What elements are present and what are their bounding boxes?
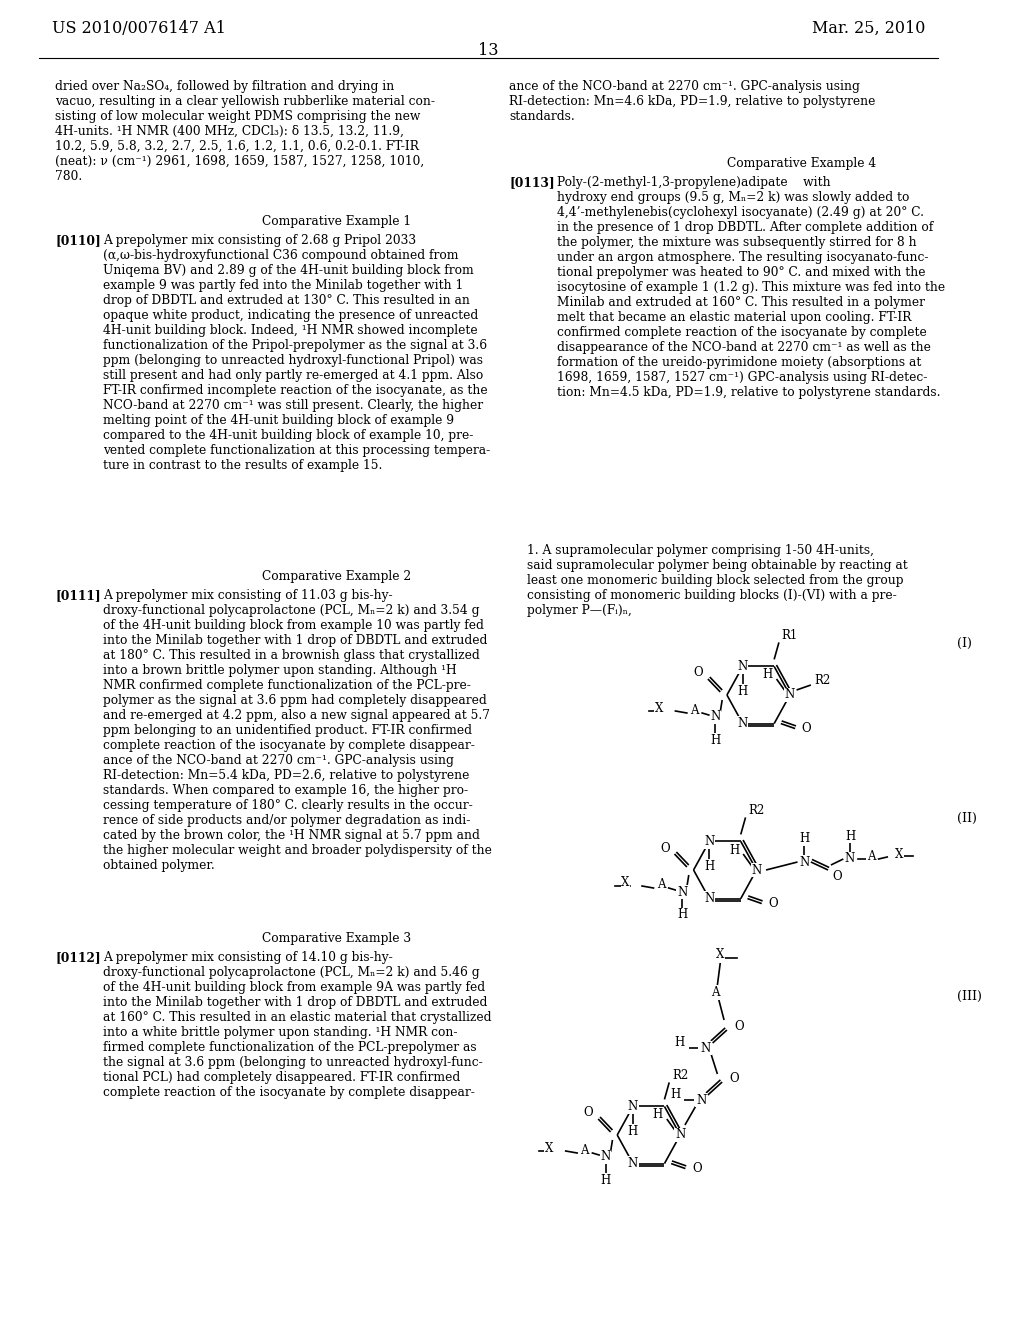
Text: H: H: [799, 833, 809, 846]
Text: X: X: [716, 949, 724, 961]
Text: O: O: [584, 1106, 593, 1119]
Text: A: A: [866, 850, 876, 862]
Text: O: O: [802, 722, 811, 735]
Text: N: N: [799, 855, 809, 869]
Text: N: N: [705, 892, 715, 906]
Text: N: N: [677, 886, 687, 899]
Text: X: X: [622, 876, 630, 890]
Text: (II): (II): [956, 812, 977, 825]
Text: A: A: [656, 879, 666, 891]
Text: 13: 13: [478, 42, 499, 59]
Text: A: A: [690, 704, 698, 717]
Text: A prepolymer mix consisting of 11.03 g bis-hy-
droxy-functional polycaprolactone: A prepolymer mix consisting of 11.03 g b…: [103, 589, 492, 873]
Text: O: O: [734, 1020, 744, 1034]
Text: 1. A supramolecular polymer comprising 1-50 4H-units,
said supramolecular polyme: 1. A supramolecular polymer comprising 1…: [526, 544, 907, 616]
Text: R1: R1: [781, 628, 798, 642]
Text: N: N: [628, 1158, 638, 1170]
Text: Comparative Example 3: Comparative Example 3: [262, 932, 412, 945]
Text: X: X: [545, 1142, 553, 1155]
Text: (I): (I): [956, 638, 972, 649]
Text: R2: R2: [672, 1069, 688, 1082]
Text: N: N: [737, 717, 748, 730]
Text: O: O: [833, 870, 843, 883]
Text: N: N: [784, 689, 795, 701]
Text: Comparative Example 4: Comparative Example 4: [727, 157, 877, 170]
Text: N: N: [845, 853, 855, 866]
Text: H: H: [677, 908, 687, 921]
Text: O: O: [730, 1072, 739, 1085]
Text: H: H: [845, 829, 855, 842]
Text: H: H: [711, 734, 721, 747]
Text: [0111]: [0111]: [55, 589, 101, 602]
Text: H: H: [601, 1173, 611, 1187]
Text: A: A: [712, 986, 720, 999]
Text: H: H: [675, 1036, 685, 1049]
Text: A: A: [581, 1143, 589, 1156]
Text: O: O: [693, 667, 703, 680]
Text: H: H: [763, 668, 773, 681]
Text: N: N: [675, 1129, 685, 1142]
Text: US 2010/0076147 A1: US 2010/0076147 A1: [52, 20, 226, 37]
Text: N: N: [705, 836, 715, 847]
Text: H: H: [737, 685, 748, 698]
Text: dried over Na₂SO₄, followed by filtration and drying in
vacuo, resulting in a cl: dried over Na₂SO₄, followed by filtratio…: [55, 81, 435, 183]
Text: R2: R2: [815, 675, 830, 688]
Text: H: H: [705, 859, 715, 873]
Text: R2: R2: [749, 804, 765, 817]
Text: (III): (III): [956, 990, 982, 1003]
Text: Comparative Example 1: Comparative Example 1: [262, 215, 412, 228]
Text: [0113]: [0113]: [509, 176, 555, 189]
Text: Mar. 25, 2010: Mar. 25, 2010: [812, 20, 926, 37]
Text: [0112]: [0112]: [55, 950, 101, 964]
Text: H: H: [729, 843, 739, 857]
Text: N: N: [696, 1093, 707, 1106]
Text: Poly-(2-methyl-1,3-propylene)adipate    with
hydroxy end groups (9.5 g, Mₙ=2 k) : Poly-(2-methyl-1,3-propylene)adipate wit…: [557, 176, 945, 399]
Text: N: N: [752, 863, 762, 876]
Text: N: N: [700, 1041, 711, 1055]
Text: O: O: [768, 898, 778, 909]
Text: A prepolymer mix consisting of 2.68 g Pripol 2033
(α,ω-bis-hydroxyfunctional C36: A prepolymer mix consisting of 2.68 g Pr…: [103, 234, 490, 473]
Text: H: H: [652, 1109, 663, 1122]
Text: [0110]: [0110]: [55, 234, 101, 247]
Text: N: N: [737, 660, 748, 673]
Text: H: H: [670, 1089, 680, 1101]
Text: X: X: [895, 847, 903, 861]
Text: N: N: [628, 1100, 638, 1113]
Text: ance of the NCO-band at 2270 cm⁻¹. GPC-analysis using
RI-detection: Mn=4.6 kDa, : ance of the NCO-band at 2270 cm⁻¹. GPC-a…: [509, 81, 876, 123]
Text: N: N: [601, 1151, 611, 1163]
Text: A prepolymer mix consisting of 14.10 g bis-hy-
droxy-functional polycaprolactone: A prepolymer mix consisting of 14.10 g b…: [103, 950, 492, 1100]
Text: N: N: [711, 710, 721, 723]
Text: H: H: [628, 1125, 638, 1138]
Text: X: X: [654, 701, 663, 714]
Text: Comparative Example 2: Comparative Example 2: [262, 570, 412, 583]
Text: O: O: [692, 1162, 701, 1175]
Text: O: O: [660, 842, 670, 854]
